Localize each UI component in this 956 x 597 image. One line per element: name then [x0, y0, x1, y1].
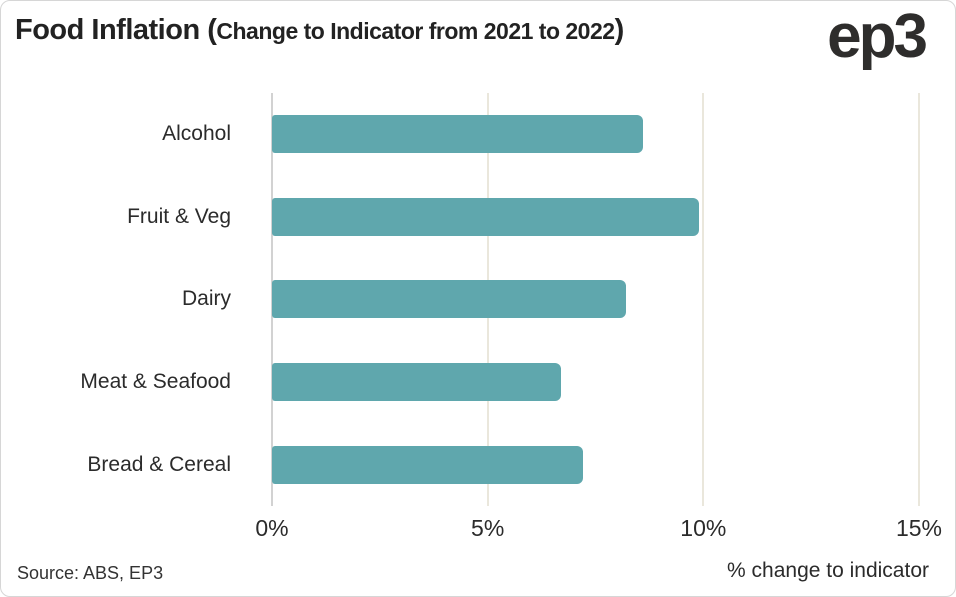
bars — [272, 93, 919, 506]
category-label: Bread & Cereal — [87, 452, 231, 476]
bar-slot — [272, 93, 919, 176]
x-tick-label: 10% — [680, 515, 727, 541]
category-label: Fruit & Veg — [127, 204, 231, 228]
bar-slot — [272, 176, 919, 259]
bar-slot — [272, 423, 919, 506]
x-tick-label: 15% — [895, 515, 943, 541]
gridline — [918, 93, 920, 506]
x-tick-label: 0% — [255, 515, 289, 541]
x-axis-label: % change to indicator — [727, 559, 929, 582]
source-note: Source: ABS, EP3 — [17, 563, 164, 583]
bar — [272, 115, 643, 154]
bar-slot — [272, 258, 919, 341]
category-labels: Alcohol Fruit & Veg Dairy Meat & Seafood Bre… — [1, 93, 252, 506]
bar — [272, 197, 700, 236]
bar — [272, 445, 583, 484]
x-tick-labels: 0% 5% 10% 15% — [255, 515, 942, 547]
ep3-logo: ep3 — [827, 2, 928, 71]
bar — [272, 280, 626, 319]
gridline — [702, 93, 705, 506]
chart-title: Food Inflation (Change to Indicator from… — [15, 14, 624, 47]
category-label: Alcohol — [162, 122, 231, 146]
bar-slot — [272, 341, 919, 424]
bar — [272, 363, 561, 402]
plot-area — [271, 93, 920, 506]
x-tick-label: 5% — [471, 515, 505, 541]
chart-title-main: Food Inflation ( — [15, 14, 217, 46]
category-label: Dairy — [181, 287, 231, 311]
chart-title-subtitle: Change to Indicator from 2021 to 2022 — [216, 18, 615, 44]
category-label: Meat & Seafood — [80, 370, 231, 394]
chart-title-close-paren: ) — [614, 14, 625, 46]
